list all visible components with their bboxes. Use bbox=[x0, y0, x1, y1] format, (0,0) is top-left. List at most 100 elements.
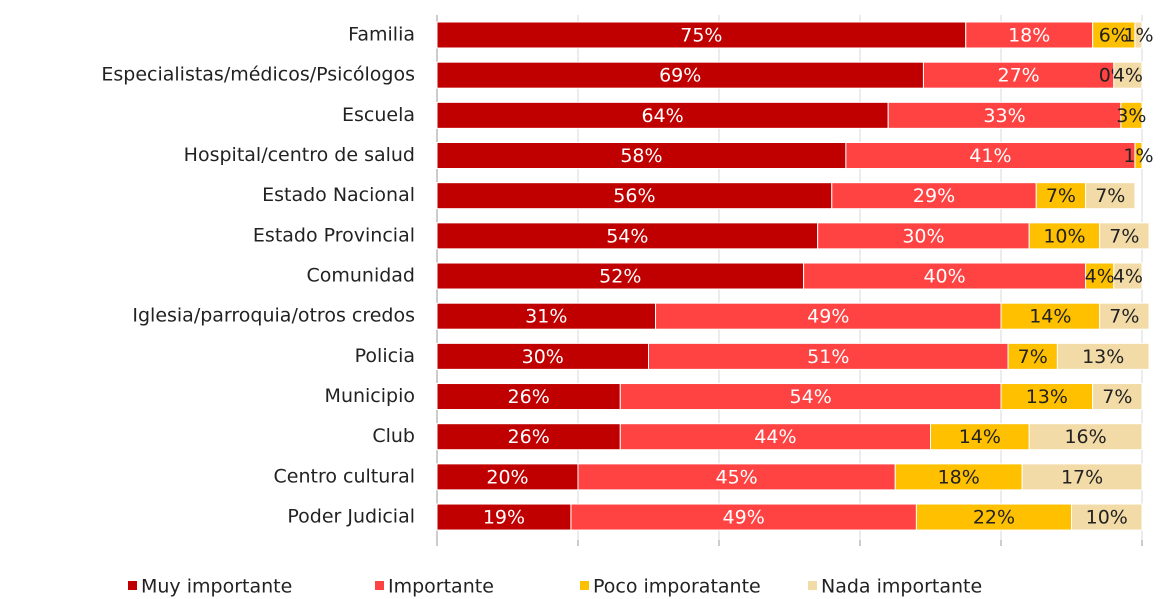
data-label: 13% bbox=[1082, 346, 1124, 368]
data-label: 54% bbox=[606, 225, 648, 247]
legend-marker bbox=[580, 581, 589, 590]
data-label: 7% bbox=[1102, 386, 1132, 408]
data-label: 13% bbox=[1026, 386, 1068, 408]
data-label: 7% bbox=[1095, 185, 1125, 207]
bar-segment bbox=[436, 182, 833, 210]
data-label: 10% bbox=[1043, 225, 1085, 247]
data-label: 51% bbox=[807, 346, 849, 368]
y-tick-label: Club bbox=[372, 425, 415, 447]
data-label: 44% bbox=[754, 426, 796, 448]
bar-segment bbox=[1028, 222, 1101, 250]
bar-segment bbox=[1120, 101, 1143, 129]
data-label: 7% bbox=[1109, 306, 1139, 328]
bar-segment bbox=[436, 222, 819, 250]
bar-segment bbox=[845, 142, 1136, 170]
data-label: 4% bbox=[1113, 266, 1143, 288]
data-label: 75% bbox=[680, 25, 722, 47]
bar-segment bbox=[817, 222, 1030, 250]
data-label: 49% bbox=[807, 306, 849, 328]
bar-segment bbox=[922, 61, 1115, 89]
bar-segment bbox=[436, 503, 572, 531]
bar-segment bbox=[1134, 21, 1143, 49]
y-tick-label: Comunidad bbox=[306, 265, 415, 287]
data-label: 58% bbox=[620, 145, 662, 167]
data-label: 3% bbox=[1116, 105, 1146, 127]
y-tick-label: Centro cultural bbox=[274, 465, 416, 487]
data-label: 20% bbox=[486, 466, 528, 488]
data-label: 40% bbox=[923, 266, 965, 288]
data-label: 19% bbox=[483, 507, 525, 529]
bar-segment bbox=[965, 21, 1094, 49]
data-label: 7% bbox=[1109, 225, 1139, 247]
bar-segment bbox=[577, 463, 896, 491]
data-label: 4% bbox=[1113, 65, 1143, 87]
data-label: 56% bbox=[613, 185, 655, 207]
bar-segment bbox=[1085, 182, 1136, 210]
bar-segment bbox=[915, 503, 1073, 531]
bar-segment bbox=[1113, 61, 1143, 89]
data-label: 54% bbox=[790, 386, 832, 408]
bar-segment bbox=[436, 101, 889, 129]
data-label: 49% bbox=[723, 507, 765, 529]
data-label: 22% bbox=[973, 507, 1015, 529]
data-label: 1% bbox=[1123, 145, 1153, 167]
data-label: 69% bbox=[659, 65, 701, 87]
bar-segment bbox=[1035, 182, 1087, 210]
legend-marker bbox=[375, 581, 384, 590]
data-label: 6% bbox=[1099, 25, 1129, 47]
bar-segment bbox=[1028, 423, 1143, 451]
data-label: 30% bbox=[522, 346, 564, 368]
bar-segment bbox=[1099, 222, 1150, 250]
y-tick-label: Estado Provincial bbox=[253, 224, 415, 246]
data-label: 45% bbox=[716, 466, 758, 488]
y-tick-label: Especialistas/médicos/Psicólogos bbox=[101, 64, 415, 86]
y-tick-label: Familia bbox=[348, 24, 415, 46]
data-label: 10% bbox=[1086, 507, 1128, 529]
data-label: 14% bbox=[1029, 306, 1071, 328]
bar-segment bbox=[1092, 383, 1143, 411]
bar-segment bbox=[1000, 383, 1094, 411]
bar-segment bbox=[831, 182, 1037, 210]
bar-segment bbox=[803, 262, 1087, 290]
bar-segment bbox=[1092, 21, 1136, 49]
y-tick-label: Hospital/centro de salud bbox=[184, 144, 415, 166]
bar-segment bbox=[1099, 302, 1150, 330]
bar-segment bbox=[1071, 503, 1143, 531]
y-tick-label: Municipio bbox=[325, 385, 415, 407]
bar-segment bbox=[1134, 142, 1143, 170]
legend-label: Nada importante bbox=[821, 576, 982, 598]
data-label: 4% bbox=[1085, 266, 1115, 288]
data-label: 52% bbox=[599, 266, 641, 288]
bar-segment bbox=[436, 61, 924, 89]
y-tick-label: Escuela bbox=[342, 104, 415, 126]
legend-label: Importante bbox=[388, 576, 494, 598]
data-label: 33% bbox=[983, 105, 1025, 127]
data-label: 1% bbox=[1123, 25, 1153, 47]
y-tick-label: Poder Judicial bbox=[287, 506, 415, 528]
bar-segment bbox=[436, 423, 621, 451]
y-tick-label: Estado Nacional bbox=[262, 184, 415, 206]
legend-marker bbox=[808, 581, 817, 590]
data-label: 29% bbox=[913, 185, 955, 207]
data-label: 30% bbox=[902, 225, 944, 247]
bar-segment bbox=[570, 503, 917, 531]
data-label: 18% bbox=[938, 466, 980, 488]
data-label: 31% bbox=[525, 306, 567, 328]
data-label: 26% bbox=[508, 386, 550, 408]
data-label: 18% bbox=[1008, 25, 1050, 47]
bar-segment bbox=[1056, 342, 1150, 370]
bar-segment bbox=[930, 423, 1030, 451]
bar-segment bbox=[1007, 342, 1058, 370]
y-tick-label: Policia bbox=[355, 345, 415, 367]
data-label: 26% bbox=[508, 426, 550, 448]
bar-segment bbox=[655, 302, 1002, 330]
bar-segment bbox=[894, 463, 1023, 491]
data-label: 14% bbox=[959, 426, 1001, 448]
y-tick-label: Iglesia/parroquia/otros credos bbox=[132, 305, 415, 327]
bar-segment bbox=[1113, 262, 1143, 290]
data-label: 27% bbox=[998, 65, 1040, 87]
legend-marker bbox=[128, 581, 137, 590]
bar-segment bbox=[1021, 463, 1143, 491]
legend-label: Poco imporatante bbox=[593, 576, 761, 598]
